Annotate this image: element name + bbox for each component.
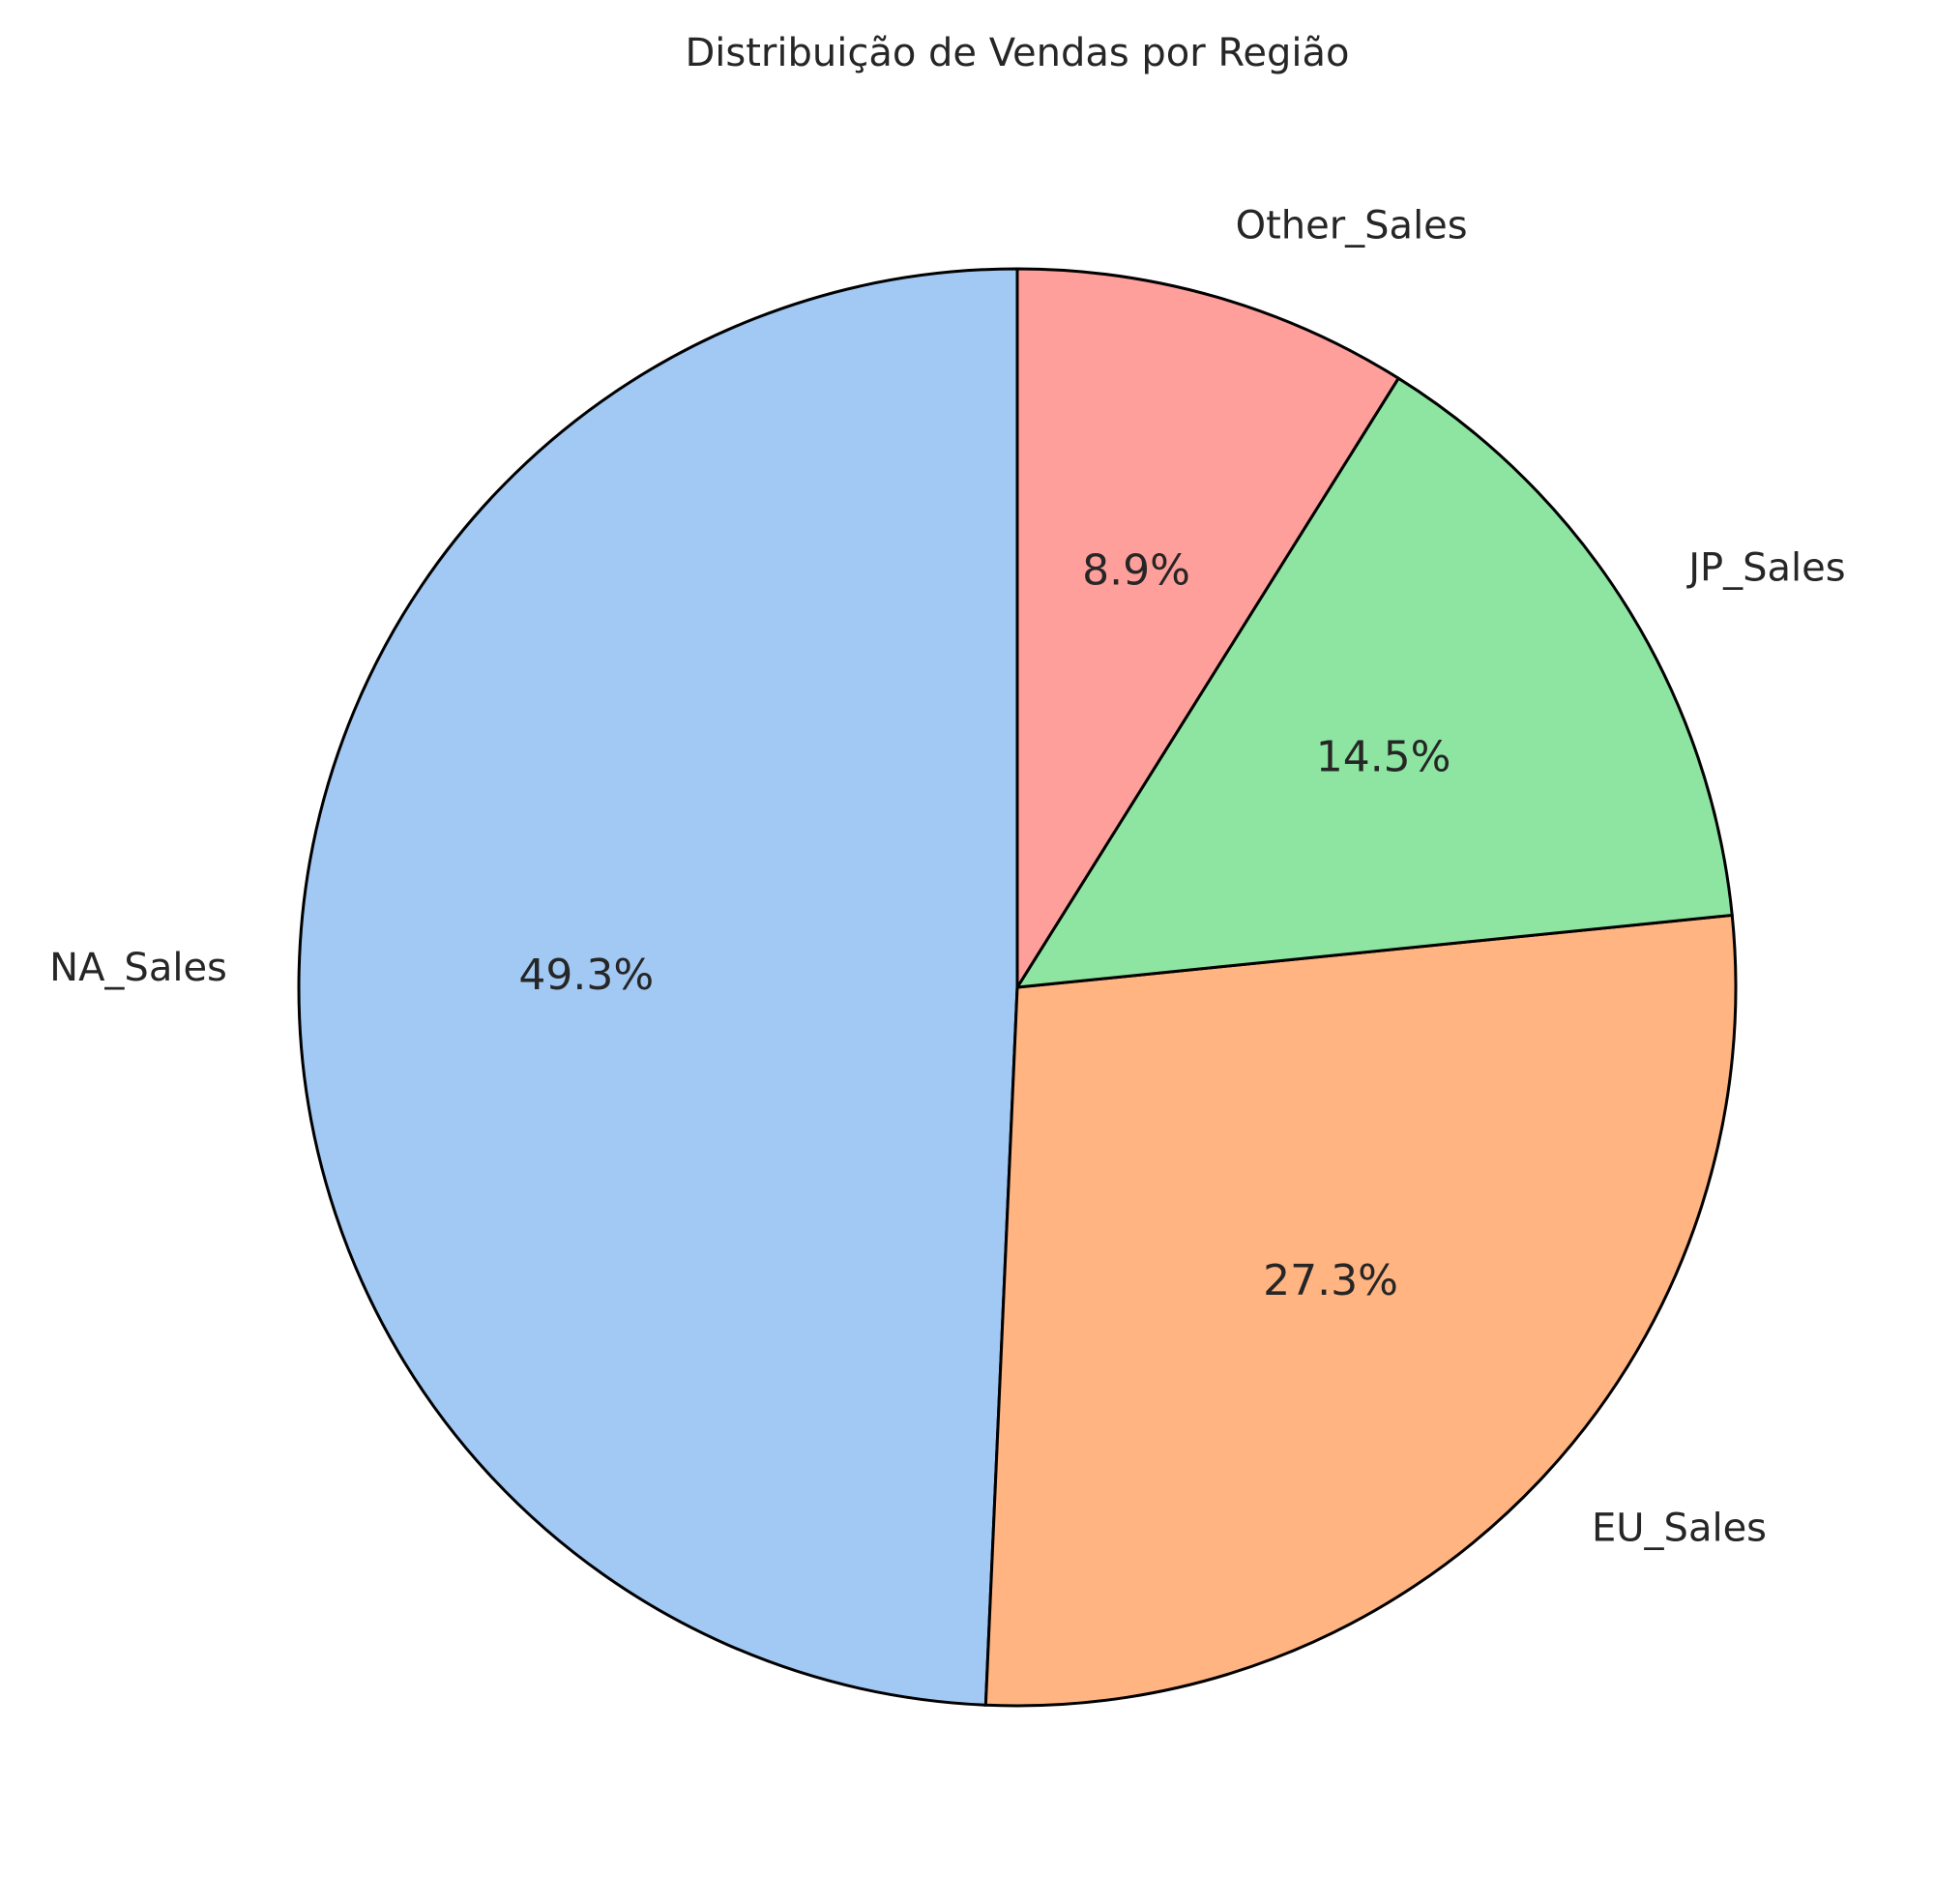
slice-label-na-sales: NA_Sales bbox=[49, 946, 227, 990]
pie-slice-other-sales bbox=[1015, 267, 1400, 989]
pie-slice-jp-sales bbox=[1015, 376, 1734, 989]
slice-percent-jp-sales: 14.5% bbox=[1316, 733, 1451, 782]
pie-slices bbox=[297, 267, 1738, 1708]
slice-label-other-sales: Other_Sales bbox=[1236, 203, 1468, 248]
chart-title: Distribuição de Vendas por Região bbox=[685, 31, 1349, 75]
slice-percent-na-sales: 49.3% bbox=[518, 951, 654, 1000]
slice-label-jp-sales: JP_Sales bbox=[1685, 546, 1845, 591]
pie-slice-na-sales bbox=[297, 267, 1019, 1707]
pie-slice-eu-sales bbox=[983, 913, 1738, 1708]
slice-percent-eu-sales: 27.3% bbox=[1263, 1256, 1398, 1305]
pie-labels: NA_Sales 49.3% EU_Sales 27.3% JP_Sales 14.5% O… bbox=[49, 203, 1845, 1550]
slice-label-eu-sales: EU_Sales bbox=[1592, 1506, 1767, 1550]
slice-percent-other-sales: 8.9% bbox=[1082, 546, 1190, 596]
